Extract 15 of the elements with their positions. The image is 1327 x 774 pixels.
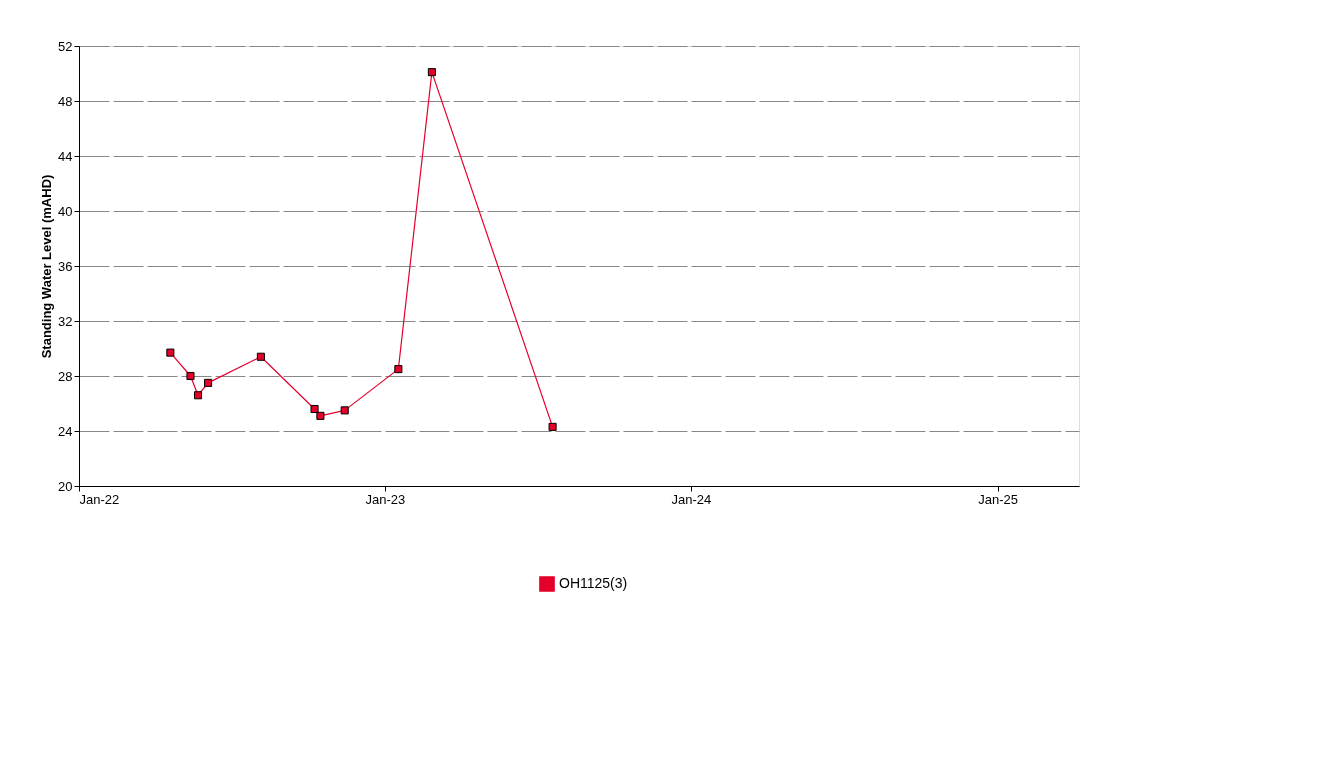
y-tick-label: 20 <box>58 478 73 494</box>
y-tick-label: 28 <box>58 368 73 384</box>
y-axis-title: Standing Water Level (mAHD) <box>39 174 55 359</box>
y-tick-label: 44 <box>58 148 73 164</box>
y-tick-label: 36 <box>58 258 73 274</box>
y-tick-label: 48 <box>58 93 73 109</box>
x-tick-label: Jan-23 <box>365 491 406 507</box>
x-tick-label: Jan-25 <box>978 491 1019 507</box>
legend-label: OH1125(3) <box>559 575 628 591</box>
y-tick-label: 32 <box>58 313 73 329</box>
x-tick-label: Jan-22 <box>79 491 120 507</box>
y-tick-label: 40 <box>58 203 73 219</box>
y-tick-label: 24 <box>58 423 73 439</box>
x-tick-label: Jan-24 <box>671 491 712 507</box>
y-tick-label: 52 <box>58 38 73 54</box>
